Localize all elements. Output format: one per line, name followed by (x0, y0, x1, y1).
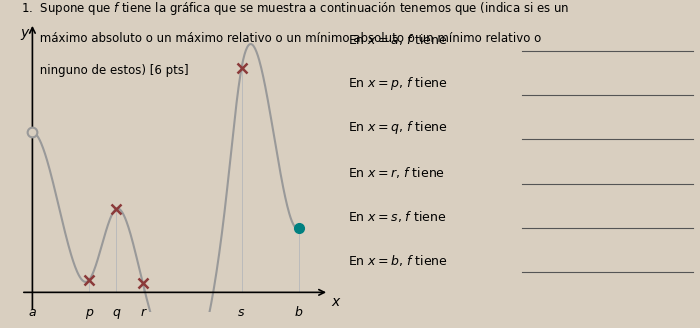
Text: En $x = q$, $f$ tiene: En $x = q$, $f$ tiene (347, 119, 447, 136)
Text: b: b (295, 306, 302, 319)
Text: ninguno de estos) [6 pts]: ninguno de estos) [6 pts] (21, 64, 188, 77)
Text: p: p (85, 306, 93, 319)
Text: En $x = r$, $f$ tiene: En $x = r$, $f$ tiene (347, 165, 444, 180)
Text: 1.  Supone que $f$ tiene la gráfica que se muestra a continuación tenemos que (i: 1. Supone que $f$ tiene la gráfica que s… (21, 0, 570, 17)
Text: r: r (140, 306, 145, 319)
Text: En $x = p$, $f$ tiene: En $x = p$, $f$ tiene (347, 75, 447, 92)
Text: a: a (29, 306, 36, 319)
Text: s: s (238, 306, 245, 319)
Text: q: q (112, 306, 120, 319)
Text: En $x = s$, $f$ tiene: En $x = s$, $f$ tiene (347, 209, 446, 224)
Text: máximo absoluto o un máximo relativo o un mínimo absoluto o un mínimo relativo o: máximo absoluto o un máximo relativo o u… (21, 32, 541, 45)
Text: En $x = b$, $f$ tiene: En $x = b$, $f$ tiene (347, 253, 447, 268)
Text: y: y (21, 26, 29, 40)
Text: x: x (331, 295, 340, 309)
Text: En $x = a$, $f$ tiene: En $x = a$, $f$ tiene (347, 32, 447, 47)
